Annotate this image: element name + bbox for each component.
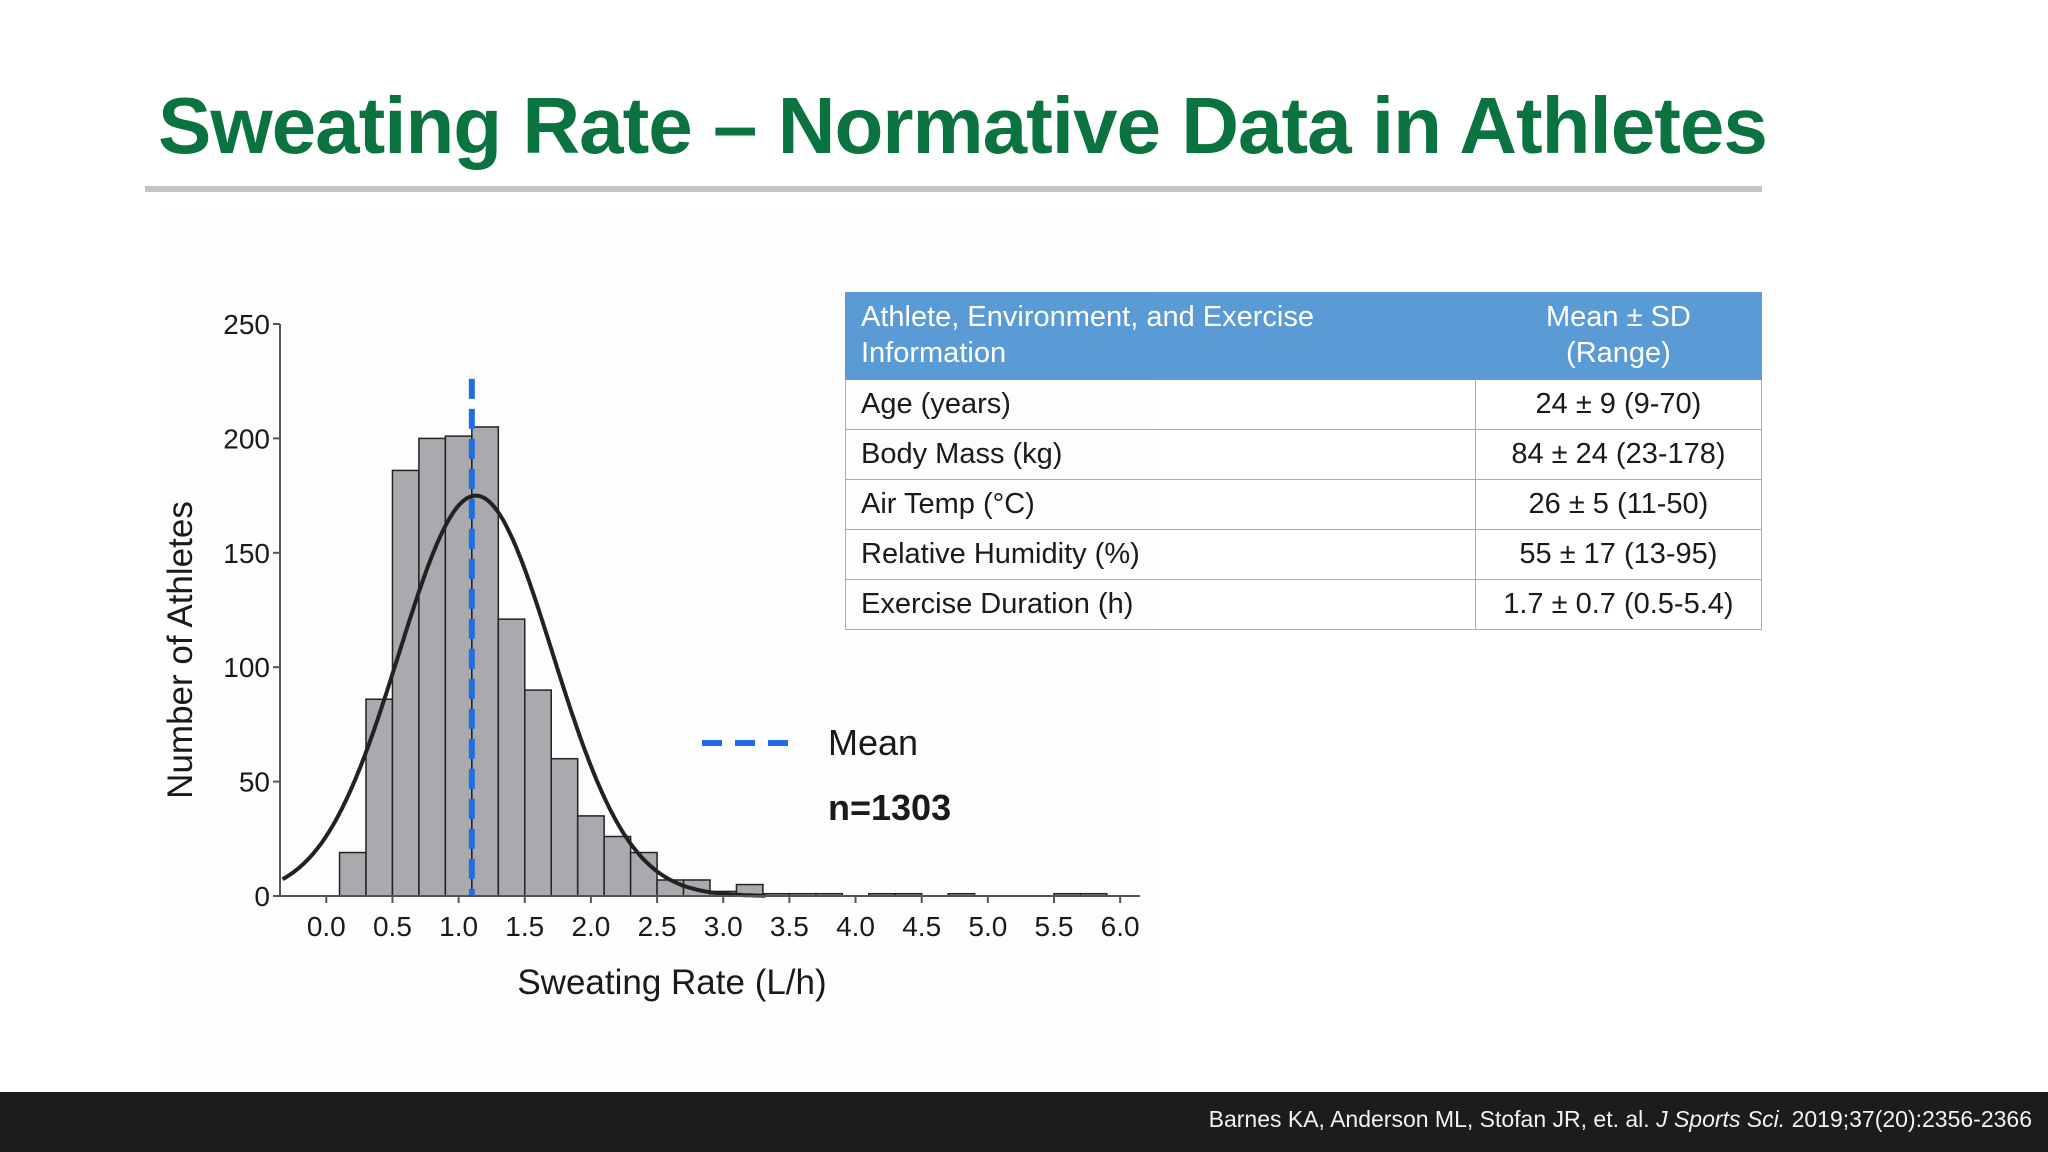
x-tick-label: 0.0 xyxy=(307,911,346,942)
histogram-bar xyxy=(418,437,447,897)
histogram-bar xyxy=(391,469,420,897)
table-row: Air Temp (°C) 26 ± 5 (11-50) xyxy=(845,479,1763,530)
y-tick-label: 200 xyxy=(223,423,270,454)
citation-authors: Barnes KA, Anderson ML, Stofan JR, et. a… xyxy=(1208,1106,1650,1132)
table-row: Age (years) 24 ± 9 (9-70) xyxy=(845,379,1763,430)
row-value: 1.7 ± 0.7 (0.5-5.4) xyxy=(1474,579,1763,630)
histogram-bar xyxy=(365,698,394,897)
legend-mean-label: Mean xyxy=(828,722,918,763)
row-label: Age (years) xyxy=(845,379,1476,430)
x-tick-label: 5.5 xyxy=(1035,911,1074,942)
value-column-header: Mean ± SD (Range) xyxy=(1474,292,1763,380)
normal-fit-curve xyxy=(281,493,766,898)
x-tick-label: 3.0 xyxy=(704,911,743,942)
y-tick-label: 150 xyxy=(223,538,270,569)
citation-journal: J Sports Sci. xyxy=(1656,1106,1786,1132)
histogram-bar xyxy=(550,757,579,897)
x-tick-label: 4.0 xyxy=(836,911,875,942)
x-axis-label: Sweating Rate (L/h) xyxy=(517,963,826,1002)
y-tick-label: 0 xyxy=(254,881,270,912)
table-row: Exercise Duration (h) 1.7 ± 0.7 (0.5-5.4… xyxy=(845,579,1763,630)
histogram-bar xyxy=(576,815,605,897)
row-label: Body Mass (kg) xyxy=(845,429,1476,480)
y-tick-label: 100 xyxy=(223,652,270,683)
row-label: Exercise Duration (h) xyxy=(845,579,1476,630)
athlete-info-table: Athlete, Environment, and Exercise Infor… xyxy=(845,292,1763,630)
x-tick-label: 1.0 xyxy=(439,911,478,942)
y-tick-label: 50 xyxy=(239,767,270,798)
citation-details: 2019;37(20):2356-2366 xyxy=(1791,1106,2032,1132)
footer-bar: Barnes KA, Anderson ML, Stofan JR, et. a… xyxy=(0,1092,2048,1152)
histogram-bar xyxy=(524,689,552,897)
x-tick-label: 1.5 xyxy=(505,911,544,942)
attribute-column-header: Athlete, Environment, and Exercise Infor… xyxy=(845,292,1476,380)
x-tick-label: 2.5 xyxy=(638,911,677,942)
slide-title: Sweating Rate – Normative Data in Athlet… xyxy=(158,81,1768,170)
x-tick-label: 2.0 xyxy=(571,911,610,942)
y-axis-label: Number of Athletes xyxy=(162,501,200,799)
x-tick-label: 4.5 xyxy=(902,911,941,942)
x-tick-label: 0.5 xyxy=(373,911,412,942)
x-tick-label: 3.5 xyxy=(770,911,809,942)
x-tick-label: 5.0 xyxy=(968,911,1007,942)
histogram-bar xyxy=(497,618,526,897)
row-value: 24 ± 9 (9-70) xyxy=(1474,379,1763,430)
y-tick-label: 250 xyxy=(223,309,270,340)
row-value: 84 ± 24 (23-178) xyxy=(1474,429,1763,480)
table-header-row: Athlete, Environment, and Exercise Infor… xyxy=(845,292,1763,380)
row-value: 55 ± 17 (13-95) xyxy=(1474,529,1763,580)
table-row: Relative Humidity (%) 55 ± 17 (13-95) xyxy=(845,529,1763,580)
x-tick-label: 6.0 xyxy=(1101,911,1140,942)
row-label: Air Temp (°C) xyxy=(845,479,1476,530)
x-axis-ticks: 0.0 0.5 1.0 1.5 2.0 2.5 3.0 3.5 4.0 4.5 5.0 5.5 6.0 xyxy=(307,896,1140,942)
table-row: Body Mass (kg) 84 ± 24 (23-178) xyxy=(845,429,1763,480)
row-value: 26 ± 5 (11-50) xyxy=(1474,479,1763,530)
y-axis-ticks: 0 50 100 150 200 250 xyxy=(223,309,280,912)
row-label: Relative Humidity (%) xyxy=(845,529,1476,580)
histogram-bar xyxy=(338,851,367,897)
sample-size-label: n=1303 xyxy=(828,787,951,828)
histogram-bar xyxy=(603,835,632,897)
title-divider xyxy=(145,186,1762,192)
histogram-bars xyxy=(338,426,1108,897)
citation: Barnes KA, Anderson ML, Stofan JR, et. a… xyxy=(1209,1106,2032,1133)
histogram-svg: 0 50 100 150 200 250 0.0 0.5 1.0 1.5 2.0 2.5 3.0 3.5… xyxy=(162,309,1140,1002)
